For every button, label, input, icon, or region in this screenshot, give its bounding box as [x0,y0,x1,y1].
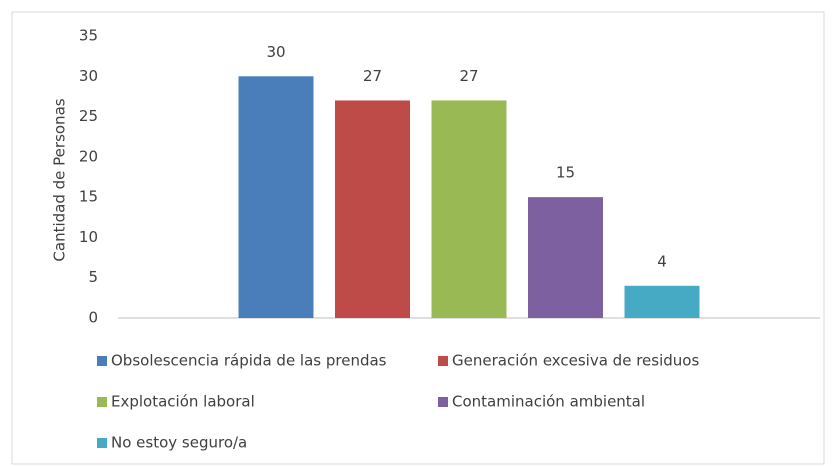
legend-swatch [97,397,107,407]
legend-swatch [97,438,107,448]
y-tick-label: 20 [79,147,98,165]
y-tick-label: 5 [88,268,98,286]
legend-label: Generación excesiva de residuos [452,352,699,370]
bar [431,100,507,318]
legend-swatch [438,397,448,407]
chart-border [11,11,825,465]
bar [624,285,700,318]
legend-label: Obsolescencia rápida de las prendas [111,352,387,370]
value-label: 27 [363,67,382,85]
bar [238,76,314,319]
y-tick-label: 25 [79,107,98,125]
y-tick-label: 35 [79,27,98,45]
y-tick-label: 0 [88,309,98,327]
y-tick-label: 30 [79,67,98,85]
y-axis-title: Cantidad de Personas [51,98,69,261]
value-label: 30 [266,43,285,61]
value-label: 15 [556,164,575,182]
bar [335,100,410,318]
legend-swatch [97,356,107,366]
legend-label: Explotación laboral [111,393,255,411]
y-tick-label: 15 [79,188,98,206]
y-tick-label: 10 [79,228,98,246]
legend-swatch [438,356,448,366]
legend-label: Contaminación ambiental [452,393,645,411]
value-label: 4 [657,252,667,270]
bar [528,197,603,318]
value-label: 27 [459,67,478,85]
legend-label: No estoy seguro/a [111,434,247,452]
